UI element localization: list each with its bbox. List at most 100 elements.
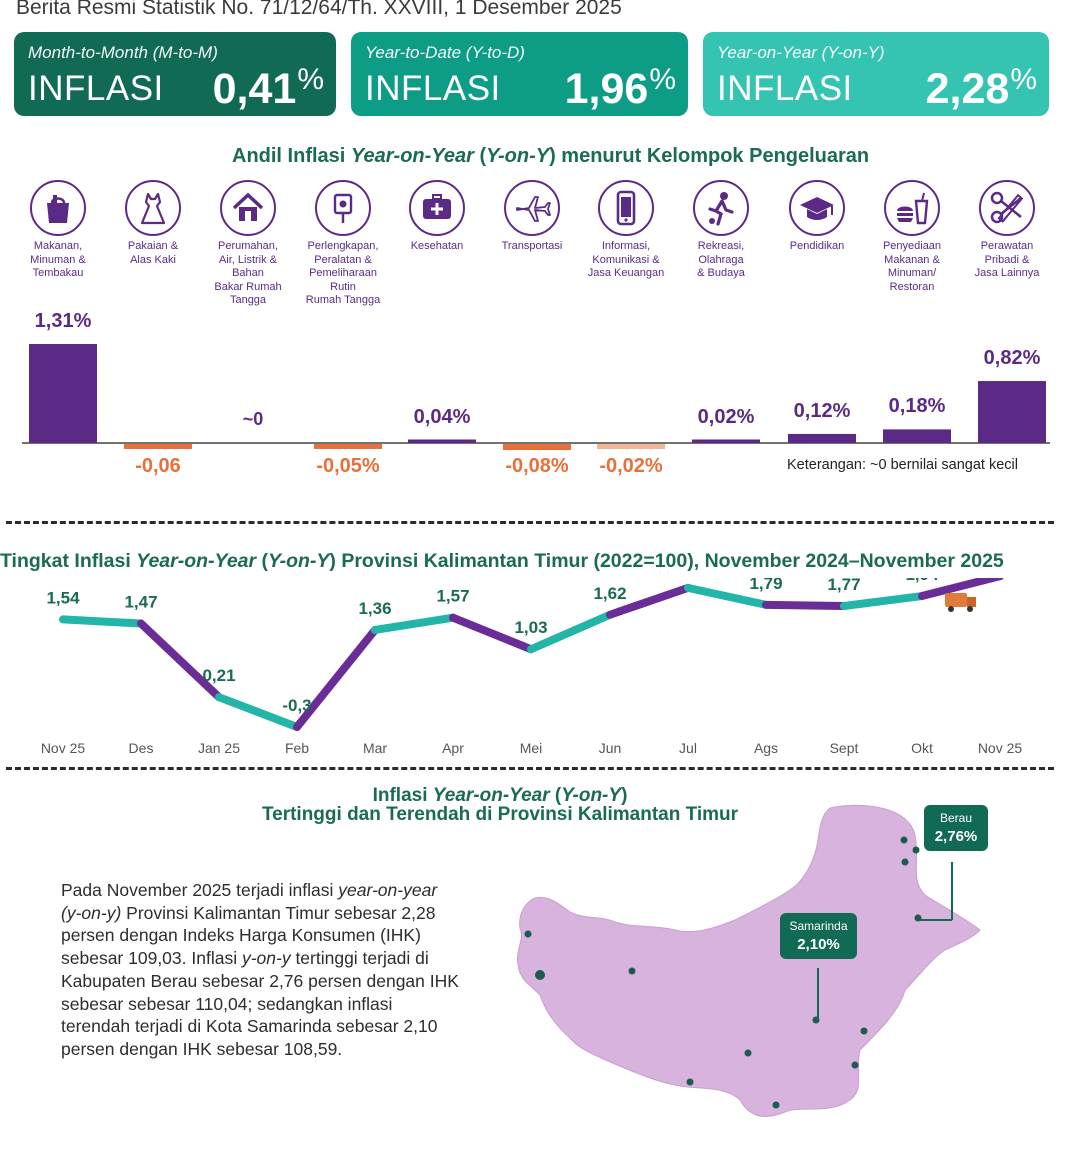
category-label: Transportasi: [501, 240, 563, 252]
section-divider: [6, 767, 1054, 770]
release-number: Berita Resmi Statistik No. 71/12/64/Th. …: [16, 0, 622, 19]
line-segment: [762, 600, 848, 610]
callout-berau: Berau 2,76%: [924, 805, 988, 851]
line-segment: [215, 693, 301, 731]
kpi-period: Year-on-Year (Y-on-Y): [717, 43, 885, 62]
x-tick-label: Nov 25: [41, 740, 86, 756]
bar-6: [597, 444, 665, 449]
kpi-card-yoy: Year-on-Year (Y-on-Y) INFLASI 2,28%: [703, 32, 1049, 116]
kpi-value: 2,28%: [925, 63, 1037, 113]
bar-data-label: 0,02%: [697, 405, 755, 428]
bar-9: [883, 429, 951, 443]
category-label: Pendidikan: [789, 240, 845, 252]
bar-data-label: -0,08%: [505, 455, 569, 477]
kpi-label: INFLASI: [28, 69, 164, 108]
category-label: Perawatan Pribadi & Jasa Lainnya: [974, 240, 1040, 279]
kpi-label: INFLASI: [365, 69, 501, 108]
line-segment: [840, 592, 926, 610]
category-label: Perumahan, Air, Listrik & Bahan Bakar Ru…: [214, 240, 282, 306]
line-segment: [293, 625, 379, 731]
category-4: Kesehatan: [389, 180, 485, 254]
line-data-label: 1,54: [46, 588, 80, 607]
category-8: Pendidikan: [769, 180, 865, 254]
summary-paragraph: Pada November 2025 terjadi inflasi year-…: [61, 880, 459, 1059]
shopping-bag-icon: [30, 180, 86, 236]
category-label: Kesehatan: [410, 240, 464, 252]
category-2: Perumahan, Air, Listrik & Bahan Bakar Ru…: [200, 180, 296, 308]
line-segment: [918, 578, 1004, 601]
x-tick-label: Sept: [830, 740, 859, 756]
category-label: Pakaian & Alas Kaki: [127, 240, 179, 266]
x-tick-label: Jun: [599, 740, 622, 756]
bar-5: [503, 444, 571, 451]
x-tick-label: Des: [129, 740, 154, 756]
line-segment: [137, 619, 223, 702]
kpi-card-mtm: Month-to-Month (M-to-M) INFLASI 0,41%: [14, 32, 336, 116]
line-segment: [449, 613, 535, 654]
kpi-value: 1,96%: [564, 63, 676, 113]
category-label: Makanan, Minuman & Tembakau: [30, 240, 86, 279]
bar-data-label: 0,82%: [983, 347, 1041, 370]
x-tick-label: Jan 25: [198, 740, 240, 756]
line-data-label: -0,3: [282, 696, 311, 715]
bar-10: [978, 381, 1046, 443]
bar-data-label: -0,06: [135, 455, 181, 477]
bar-7: [692, 439, 760, 443]
medical-kit-icon: [409, 180, 465, 236]
category-9: Penyediaan Makanan & Minuman/ Restoran: [864, 180, 960, 294]
kpi-card-ytd: Year-to-Date (Y-to-D) INFLASI 1,96%: [351, 32, 688, 116]
category-label: Rekreasi, Olahraga & Budaya: [697, 240, 745, 279]
line-segment: [606, 583, 692, 619]
category-6: Informasi, Komunikasi & Jasa Keuangan: [578, 180, 674, 281]
bar-data-label: -0,05%: [316, 455, 380, 477]
line-data-label: 1,57: [436, 587, 469, 606]
bar-data-label: ~0: [242, 409, 264, 429]
kpi-value: 0,41%: [212, 63, 324, 113]
bar-3: [314, 444, 382, 449]
truck-icon: [945, 593, 976, 612]
x-tick-label: Mei: [520, 740, 543, 756]
section-divider: [6, 521, 1054, 524]
bar-data-label: 1,31%: [34, 310, 92, 332]
line-data-label: 1,94: [905, 578, 939, 584]
bar-data-label: 0,04%: [413, 405, 471, 428]
callout-samarinda: Samarinda 2,10%: [780, 913, 857, 959]
category-label: Penyediaan Makanan & Minuman/ Restoran: [882, 240, 942, 293]
line-data-label: 1,79: [749, 578, 782, 593]
line-data-label: 1,62: [593, 584, 626, 603]
kpi-period: Year-to-Date (Y-to-D): [365, 43, 525, 62]
line-data-label: 1,77: [827, 578, 860, 594]
line-data-label: 0,21: [202, 666, 235, 685]
kpi-period: Month-to-Month (M-to-M): [28, 43, 218, 62]
dress-icon: [125, 180, 181, 236]
house-icon: [220, 180, 276, 236]
category-7: Rekreasi, Olahraga & Budaya: [673, 180, 769, 281]
category-0: Makanan, Minuman & Tembakau: [10, 180, 106, 281]
bar-1: [124, 444, 192, 449]
line-segment: [371, 613, 457, 634]
kpi-label: INFLASI: [717, 69, 853, 108]
burger-drink-icon: [884, 180, 940, 236]
line-chart-title: Tingkat Inflasi Year-on-Year (Y-on-Y) Pr…: [0, 550, 1004, 572]
category-3: Perlengkapan, Peralatan & Pemeliharaan R…: [295, 180, 391, 308]
category-5: Transportasi: [484, 180, 580, 254]
category-10: Perawatan Pribadi & Jasa Lainnya: [959, 180, 1055, 281]
inflation-line-chart: 1,54 Nov 25 1,47 Des 0,21 Jan 25 -0,3 Feb 1,36 Ma…: [41, 578, 1023, 756]
x-tick-label: Okt: [911, 740, 933, 756]
map-subtitle: Tertinggi dan Terendah di Provinsi Kalim…: [261, 804, 739, 825]
x-tick-label: Feb: [285, 740, 309, 756]
plug-icon: [315, 180, 371, 236]
football-player-icon: [693, 180, 749, 236]
category-label: Perlengkapan, Peralatan & Pemeliharaan R…: [305, 240, 381, 306]
bar-data-label: -0,02%: [599, 455, 663, 477]
map-title: Inflasi Year-on-Year (Y-on-Y): [372, 785, 628, 806]
line-segment: [59, 615, 145, 628]
x-tick-label: Ags: [754, 740, 778, 756]
category-1: Pakaian & Alas Kaki: [105, 180, 201, 267]
x-tick-label: Nov 25: [978, 740, 1023, 756]
andil-title: Andil Inflasi Year-on-Year (Y-on-Y) menu…: [232, 145, 870, 167]
line-data-label: 1,36: [358, 599, 391, 618]
bar-data-label: 0,12%: [793, 399, 851, 422]
line-data-label: 1,47: [124, 593, 157, 612]
smartphone-icon: [598, 180, 654, 236]
